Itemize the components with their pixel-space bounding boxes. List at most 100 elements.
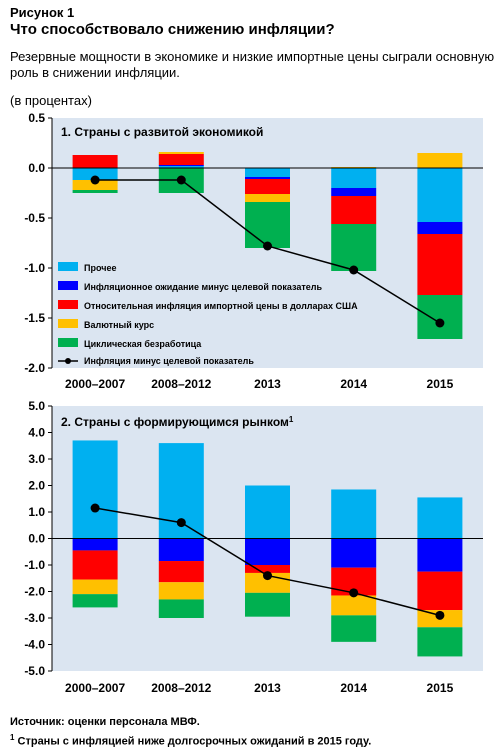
- bar-segment-expectations: [72, 538, 118, 551]
- bar-segment-import_prices: [158, 561, 204, 583]
- bar-segment-expectations: [417, 222, 463, 234]
- bar-segment-expectations: [417, 538, 463, 572]
- chart-panel-1: 0.5 0.0 -0.5 -1.0 -1.5 -2.0 1. Страны с развит…: [24, 111, 483, 391]
- footnote-text: Страны с инфляцией ниже долгосрочных ожи…: [17, 735, 372, 748]
- legend-label: Прочее: [84, 263, 116, 273]
- inflation-point: [349, 265, 359, 275]
- bar-segment-exchange_rate: [417, 153, 463, 168]
- legend-swatch-exchange_rate: [58, 319, 78, 328]
- inflation-point: [176, 518, 186, 528]
- y-tick-label: -0.5: [24, 211, 45, 225]
- bar-segment-other: [72, 440, 118, 539]
- bar-segment-other: [417, 168, 463, 222]
- bar-segment-other: [72, 168, 118, 180]
- x-category-label: 2015: [427, 377, 454, 391]
- y-tick-label: 0.0: [28, 532, 45, 546]
- x-category-label: 2000–2007: [65, 377, 125, 391]
- bar-segment-expectations: [245, 538, 290, 565]
- bar-segment-other: [245, 485, 290, 539]
- inflation-point: [435, 610, 445, 620]
- bar-segment-exchange_rate: [245, 194, 290, 202]
- bar-segment-import_prices: [417, 571, 463, 611]
- legend-label: Относительная инфляция импортной цены в …: [84, 301, 358, 311]
- y-tick-label: -3.0: [24, 611, 45, 625]
- y-tick-label: 5.0: [28, 399, 45, 413]
- x-category-label: 2014: [340, 377, 367, 391]
- bar-segment-import_prices: [158, 154, 204, 165]
- y-tick-label: 3.0: [28, 452, 45, 466]
- bar-segment-import_prices: [331, 196, 377, 224]
- inflation-point: [90, 175, 100, 185]
- footnote-mark: 1: [10, 733, 15, 742]
- bar-segment-exchange_rate: [331, 595, 377, 616]
- bar-segment-import_prices: [72, 155, 118, 168]
- bar-segment-import_prices: [72, 550, 118, 580]
- figure-label: Рисунок 1: [10, 5, 75, 20]
- bar-segment-unemployment: [417, 627, 463, 657]
- bar-segment-unemployment: [72, 594, 118, 608]
- unit-label: (в процентах): [10, 93, 92, 108]
- x-category-label: 2014: [340, 681, 367, 695]
- x-category-label: 2013: [254, 681, 281, 695]
- y-tick-label: 0.0: [28, 161, 45, 175]
- figure-title: Что способствовало снижению инфляции?: [10, 21, 335, 38]
- y-tick-label: 2.0: [28, 479, 45, 493]
- legend-label: Инфляция минус целевой показатель: [84, 356, 254, 366]
- bar-segment-expectations: [331, 188, 377, 196]
- bar-segment-import_prices: [245, 179, 290, 194]
- y-tick-label: -1.0: [24, 261, 45, 275]
- y-tick-label: -2.0: [24, 361, 45, 375]
- legend-label: Циклическая безработица: [84, 339, 202, 349]
- y-tick-label: -2.0: [24, 585, 45, 599]
- inflation-point: [349, 588, 359, 598]
- y-tick-label: -1.5: [24, 311, 45, 325]
- y-tick-label: -4.0: [24, 638, 45, 652]
- x-category-label: 2015: [427, 681, 454, 695]
- legend-swatch-expectations: [58, 281, 78, 290]
- footnote-source: Источник: оценки персонала МВФ.: [10, 716, 200, 728]
- panel-title: 1. Страны с развитой экономикой: [61, 125, 263, 139]
- bar-segment-unemployment: [245, 202, 290, 248]
- inflation-point: [90, 503, 100, 513]
- legend-line-marker: [65, 358, 71, 364]
- bar-segment-import_prices: [245, 565, 290, 573]
- bar-segment-expectations: [331, 538, 377, 568]
- x-category-label: 2000–2007: [65, 681, 125, 695]
- bar-segment-other: [245, 168, 290, 177]
- legend: Прочее Инфляционное ожидание минус целево…: [58, 262, 358, 366]
- legend-swatch-other: [58, 262, 78, 271]
- bar-segment-other: [158, 166, 204, 168]
- bar-segment-exchange_rate: [158, 582, 204, 600]
- inflation-point: [435, 318, 445, 328]
- figure-subtitle: Резервные мощности в экономике и низкие …: [10, 49, 495, 80]
- x-category-label: 2013: [254, 377, 281, 391]
- legend-swatch-unemployment: [58, 338, 78, 347]
- inflation-point: [263, 241, 272, 251]
- bar-segment-expectations: [245, 177, 290, 179]
- y-tick-label: -1.0: [24, 558, 45, 572]
- inflation-point: [176, 175, 186, 185]
- bar-segment-unemployment: [417, 295, 463, 339]
- bar-segment-unemployment: [331, 224, 377, 271]
- bar-segment-exchange_rate: [72, 579, 118, 595]
- panel-title: 2. Страны с формирующимся рынком1: [61, 415, 294, 430]
- bar-segment-exchange_rate: [72, 180, 118, 190]
- bar-segment-other: [331, 168, 377, 188]
- legend-swatch-import_prices: [58, 300, 78, 309]
- footnote-note: 1 Страны с инфляцией ниже долгосрочных о…: [10, 733, 371, 748]
- bar-segment-exchange_rate: [158, 152, 204, 154]
- y-tick-label: 4.0: [28, 426, 45, 440]
- bar-segment-unemployment: [158, 599, 204, 618]
- x-category-label: 2008–2012: [151, 377, 211, 391]
- legend-label: Инфляционное ожидание минус целевой пока…: [84, 282, 322, 292]
- y-tick-label: 1.0: [28, 505, 45, 519]
- y-tick-label: 0.5: [28, 111, 45, 125]
- inflation-point: [263, 571, 272, 581]
- bar-segment-unemployment: [331, 615, 377, 642]
- bar-segment-unemployment: [245, 592, 290, 617]
- bar-segment-unemployment: [72, 190, 118, 193]
- bar-segment-import_prices: [417, 234, 463, 295]
- x-category-label: 2008–2012: [151, 681, 211, 695]
- y-tick-label: -5.0: [24, 664, 45, 678]
